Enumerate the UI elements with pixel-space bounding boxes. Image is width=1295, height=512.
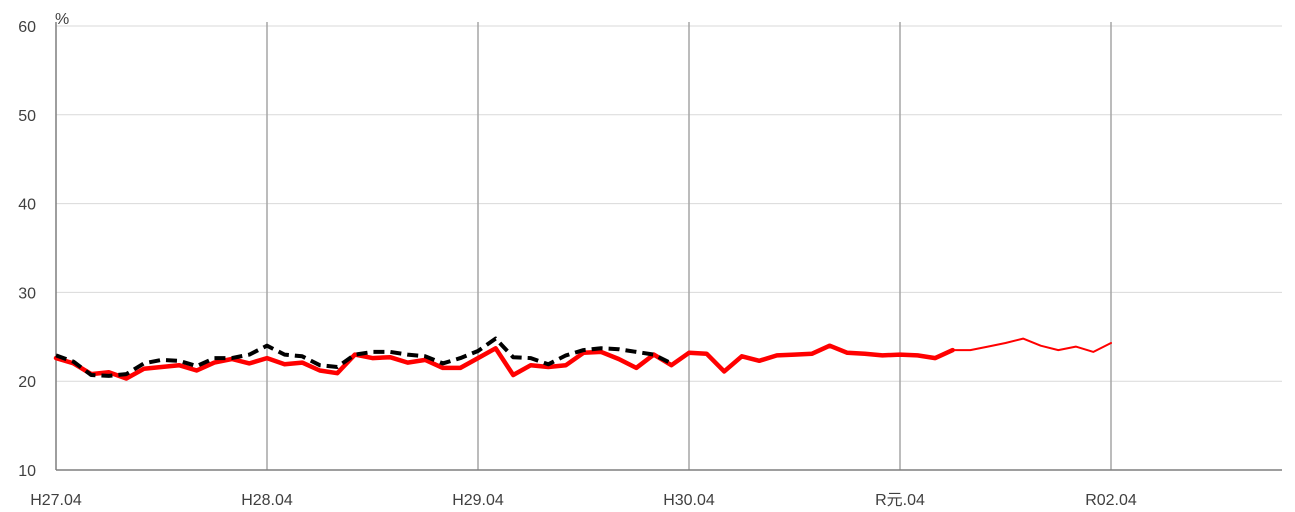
x-tick-label: H30.04: [663, 492, 715, 509]
series-line-solid-thin: [951, 337, 1112, 353]
label-layer: % 10 20 30 40 50 60 H27.04 H28.04 H29.04 H30.04 R元…: [18, 11, 1137, 509]
y-unit-label: %: [55, 11, 69, 28]
x-tick-label: H28.04: [241, 492, 293, 509]
y-tick-label: 10: [18, 463, 36, 480]
x-tick-label: H29.04: [452, 492, 504, 509]
x-tick-label: R02.04: [1085, 492, 1137, 509]
y-tick-label: 50: [18, 108, 36, 125]
y-tick-label: 40: [18, 197, 36, 214]
x-tick-label: R元.04: [875, 492, 925, 509]
x-tick-label: H27.04: [30, 492, 82, 509]
y-tick-label: 20: [18, 374, 36, 391]
series-line-dashed: [55, 336, 673, 378]
series-layer: [53, 336, 1112, 381]
axis-layer: [55, 22, 1282, 471]
series-line-solid-thick: [53, 343, 955, 381]
grid-layer: [56, 22, 1282, 470]
y-tick-label: 30: [18, 285, 36, 302]
y-tick-label: 60: [18, 19, 36, 36]
